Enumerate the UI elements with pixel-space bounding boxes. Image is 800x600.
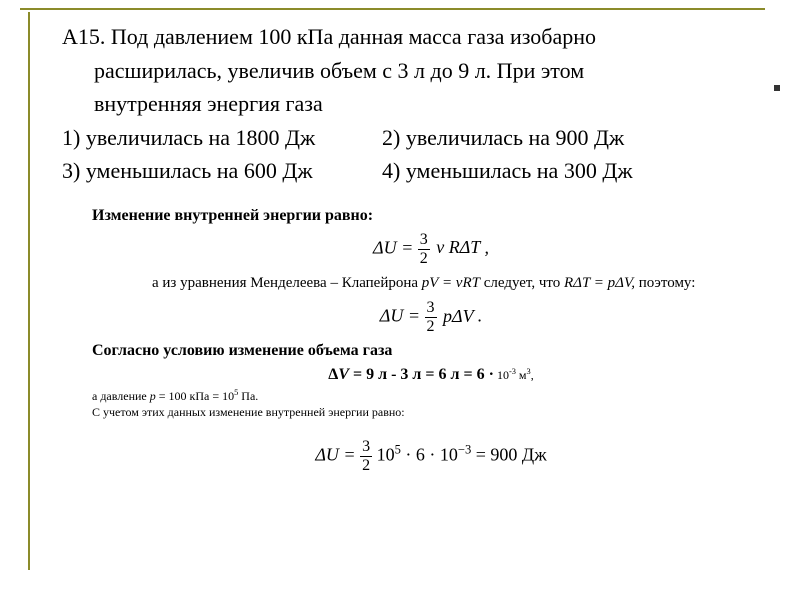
- answer-option-1: 1) увеличилась на 1800 Дж: [62, 123, 382, 154]
- solution-line-3: Согласно условию изменение объема газа: [92, 342, 770, 360]
- answer-option-3: 3) уменьшилась на 600 Дж: [62, 156, 382, 187]
- solution-block: Изменение внутренней энергии равно: ΔU =…: [62, 207, 770, 476]
- formula1-denominator: 2: [418, 250, 430, 268]
- formula3-numerator: 3: [360, 438, 372, 457]
- formula-3: ΔU = 3 2 105 · 6 · 10−3 = 900 Дж: [92, 438, 770, 475]
- solution-line5-part2: = 100 кПа = 10: [156, 389, 234, 403]
- solution-line-4: ΔV = 9 л - 3 л = 6 л = 6 · 10-3 м3,: [92, 366, 770, 384]
- formula1-numerator: 3: [418, 231, 430, 250]
- formula-2: ΔU = 3 2 pΔV .: [92, 299, 770, 336]
- solution-line-5: а давление p = 100 кПа = 105 Па.: [92, 388, 770, 405]
- solution-line5-part3: Па.: [238, 389, 258, 403]
- answer-option-2: 2) увеличилась на 900 Дж: [382, 123, 770, 154]
- solution-line-2: а из уравнения Менделеева – Клапейрона p…: [92, 274, 770, 294]
- solution-heading-1: Изменение внутренней энергии равно:: [92, 207, 770, 225]
- formula3-denominator: 2: [360, 457, 372, 475]
- problem-line2: расширилась, увеличив объем с 3 л до 9 л…: [62, 56, 770, 86]
- solution-line2-part1: а из уравнения Менделеева – Клапейрона: [152, 275, 422, 291]
- decorative-bullet: [774, 85, 780, 91]
- solution-line2-italic1: pV = νRT: [422, 275, 480, 291]
- solution-line2-part3: поэтому:: [635, 275, 695, 291]
- decorative-border-left: [28, 12, 30, 570]
- answer-row-2: 3) уменьшилась на 600 Дж 4) уменьшилась …: [62, 156, 770, 187]
- solution-line2-part2: следует, что: [480, 275, 564, 291]
- slide-container: А15. Под давлением 100 кПа данная масса …: [0, 0, 800, 600]
- solution-line5-part1: а давление: [92, 389, 150, 403]
- answer-row-1: 1) увеличилась на 1800 Дж 2) увеличилась…: [62, 123, 770, 154]
- formula-1: ΔU = 3 2 ν RΔT ,: [92, 231, 770, 268]
- solution-line2-italic2: RΔT = pΔV,: [564, 275, 635, 291]
- formula2-denominator: 2: [425, 318, 437, 336]
- content-area: А15. Под давлением 100 кПа данная масса …: [50, 8, 770, 475]
- formula2-numerator: 3: [425, 299, 437, 318]
- problem-line1: А15. Под давлением 100 кПа данная масса …: [62, 22, 770, 52]
- problem-line3: внутренняя энергия газа: [62, 89, 770, 119]
- answer-option-4: 4) уменьшилась на 300 Дж: [382, 156, 770, 187]
- answers-block: 1) увеличилась на 1800 Дж 2) увеличилась…: [62, 123, 770, 187]
- decorative-border-top: [20, 8, 765, 10]
- solution-line-6: С учетом этих данных изменение внутренне…: [92, 405, 770, 421]
